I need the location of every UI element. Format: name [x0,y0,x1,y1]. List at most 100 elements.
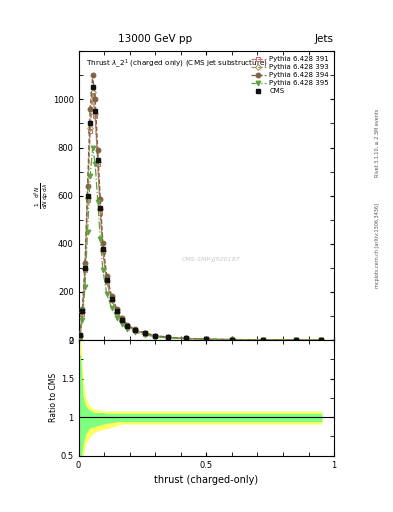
Pythia 6.428 394 [260,337,265,343]
Pythia 6.428 393 [105,278,109,284]
Pythia 6.428 394 [143,330,147,336]
Line: CMS: CMS [77,85,324,343]
CMS [153,333,158,339]
CMS [88,120,92,126]
Pythia 6.428 394 [93,96,97,102]
Pythia 6.428 395 [184,336,188,342]
Pythia 6.428 394 [80,306,85,312]
Pythia 6.428 395 [204,336,209,343]
Pythia 6.428 393 [230,336,234,343]
Line: Pythia 6.428 393: Pythia 6.428 393 [78,90,323,342]
CMS [98,205,103,211]
Pythia 6.428 393 [83,266,87,272]
Pythia 6.428 391 [293,337,298,343]
Text: Jets: Jets [315,33,334,44]
Pythia 6.428 391 [153,333,158,339]
Pythia 6.428 395 [101,267,105,273]
CMS [230,336,234,343]
Pythia 6.428 394 [88,106,92,112]
Pythia 6.428 391 [90,92,95,98]
Line: Pythia 6.428 394: Pythia 6.428 394 [77,73,324,343]
Pythia 6.428 391 [98,209,103,216]
Pythia 6.428 395 [88,174,92,180]
Pythia 6.428 394 [132,326,137,332]
Pythia 6.428 394 [90,72,95,78]
Pythia 6.428 395 [166,335,171,341]
CMS [115,308,119,314]
Pythia 6.428 393 [93,111,97,117]
Pythia 6.428 394 [204,336,209,342]
Pythia 6.428 393 [77,333,82,339]
Pythia 6.428 391 [115,309,119,315]
Pythia 6.428 393 [260,337,265,343]
Pythia 6.428 394 [293,337,298,343]
Pythia 6.428 393 [125,323,130,329]
CMS [90,84,95,91]
Pythia 6.428 394 [77,332,82,338]
Pythia 6.428 393 [119,317,124,323]
Pythia 6.428 393 [293,337,298,343]
Pythia 6.428 393 [95,159,100,165]
Line: Pythia 6.428 391: Pythia 6.428 391 [78,93,323,342]
CMS [204,336,209,342]
Pythia 6.428 394 [85,183,90,189]
Line: Pythia 6.428 395: Pythia 6.428 395 [77,145,324,343]
Pythia 6.428 395 [83,284,87,290]
Pythia 6.428 394 [125,322,130,328]
Pythia 6.428 395 [77,335,82,341]
Pythia 6.428 393 [98,206,103,212]
Pythia 6.428 393 [184,335,188,342]
Pythia 6.428 393 [109,296,114,303]
Pythia 6.428 394 [153,332,158,338]
Pythia 6.428 391 [119,317,124,324]
Pythia 6.428 395 [230,336,234,343]
Pythia 6.428 395 [293,337,298,343]
CMS [101,246,105,252]
Pythia 6.428 391 [88,127,92,134]
Pythia 6.428 391 [85,198,90,204]
Y-axis label: Ratio to CMS: Ratio to CMS [49,373,58,422]
CMS [95,157,100,163]
Y-axis label: $\frac{1}{\mathrm{d}N}\frac{\mathrm{d}^2N}{\mathrm{d}p\,\mathrm{d}\lambda}$: $\frac{1}{\mathrm{d}N}\frac{\mathrm{d}^2… [32,182,50,209]
Pythia 6.428 391 [166,334,171,340]
CMS [166,334,171,340]
Text: mcplots.cern.ch [arXiv:1306.3436]: mcplots.cern.ch [arXiv:1306.3436] [375,203,380,288]
Pythia 6.428 394 [83,260,87,266]
Pythia 6.428 391 [101,249,105,255]
CMS [143,330,147,336]
CMS [85,193,90,199]
Legend: Pythia 6.428 391, Pythia 6.428 393, Pythia 6.428 394, Pythia 6.428 395, CMS: Pythia 6.428 391, Pythia 6.428 393, Pyth… [249,55,331,96]
Pythia 6.428 391 [184,335,188,342]
CMS [109,296,114,302]
CMS [93,109,97,115]
Pythia 6.428 393 [90,89,95,95]
Pythia 6.428 394 [105,272,109,279]
CMS [293,337,298,343]
Pythia 6.428 393 [204,336,209,342]
Pythia 6.428 391 [125,323,130,329]
Pythia 6.428 394 [109,293,114,300]
Pythia 6.428 391 [260,337,265,343]
CMS [119,316,124,323]
Pythia 6.428 391 [319,337,323,343]
CMS [83,265,87,271]
Text: 13000 GeV pp: 13000 GeV pp [118,33,192,44]
Pythia 6.428 394 [101,240,105,246]
Pythia 6.428 395 [125,326,130,332]
CMS [125,323,130,329]
Pythia 6.428 393 [153,333,158,339]
Pythia 6.428 394 [95,147,100,153]
Pythia 6.428 394 [119,315,124,321]
Pythia 6.428 395 [115,315,119,321]
Pythia 6.428 393 [319,337,323,343]
Pythia 6.428 391 [105,279,109,285]
CMS [184,335,188,342]
Pythia 6.428 395 [119,321,124,327]
Pythia 6.428 395 [93,161,97,167]
Pythia 6.428 391 [77,333,82,339]
Pythia 6.428 393 [88,125,92,131]
Pythia 6.428 394 [115,306,119,312]
Pythia 6.428 395 [260,337,265,343]
Pythia 6.428 394 [98,196,103,202]
Text: Thrust $\lambda\_2^1$ (charged only) (CMS jet substructure): Thrust $\lambda\_2^1$ (charged only) (CM… [86,57,268,70]
